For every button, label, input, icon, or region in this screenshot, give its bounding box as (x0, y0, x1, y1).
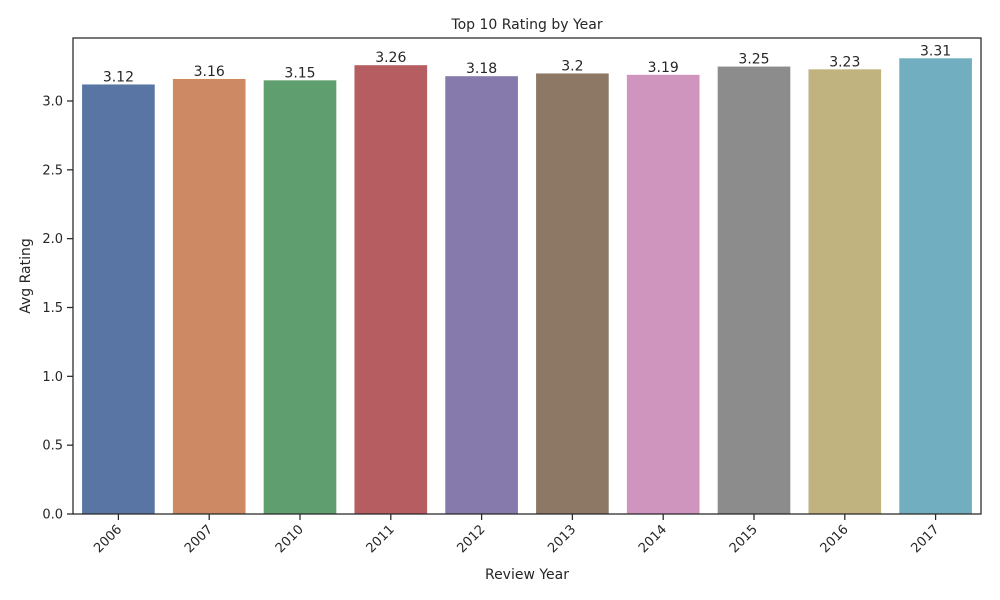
bar-value-label: 3.31 (920, 43, 951, 59)
bar-2011 (354, 65, 428, 515)
y-tick-label: 0.5 (42, 439, 63, 454)
bar-2017 (899, 58, 972, 514)
plot-frame (72, 37, 982, 515)
bar-2016 (808, 69, 882, 515)
bar-value-label: 3.18 (466, 61, 497, 77)
bar-value-label: 3.16 (194, 64, 225, 80)
bar-2010 (263, 80, 337, 515)
x-tick-label: 2011 (364, 522, 398, 556)
bar-value-label: 3.26 (375, 50, 406, 66)
bars-group (82, 58, 972, 515)
x-tick-label: 2017 (908, 522, 942, 556)
y-tick-label: 2.0 (42, 232, 63, 247)
x-tick-label: 2007 (182, 522, 216, 556)
bar-value-label: 3.12 (103, 69, 134, 85)
bar-value-label: 3.15 (284, 65, 315, 81)
bar-2015 (717, 66, 791, 514)
x-tick-label: 2013 (545, 522, 579, 556)
x-tick-label: 2012 (454, 522, 488, 556)
bar-value-label: 3.25 (738, 52, 769, 68)
bar-value-label: 3.19 (648, 60, 679, 76)
chart-title: Top 10 Rating by Year (450, 17, 602, 33)
bar-2006 (82, 84, 155, 515)
y-tick-label: 1.5 (42, 301, 63, 316)
bar-value-label: 3.2 (561, 58, 583, 74)
bar-2007 (172, 78, 246, 514)
y-tick-label: 1.0 (42, 370, 63, 385)
y-axis-label: Avg Rating (18, 238, 34, 314)
x-tick-label: 2014 (636, 522, 670, 556)
x-tick-label: 2006 (91, 522, 125, 556)
y-tick-label: 0.0 (42, 508, 63, 523)
bar-2012 (445, 76, 518, 514)
y-tick-label: 3.0 (42, 94, 63, 109)
bar-2014 (626, 74, 700, 515)
bar-2013 (536, 73, 609, 514)
x-axis-ticks: 2006 2007 2010 2011 2012 2013 2014 2015 2016 2017 (91, 514, 942, 556)
x-tick-label: 2010 (273, 522, 307, 556)
x-tick-label: 2016 (818, 522, 852, 556)
bar-value-labels: 3.12 3.16 3.15 3.26 3.18 3.2 3.19 3.25 3.23 3.31 (103, 43, 951, 85)
y-tick-label: 2.5 (42, 163, 63, 178)
y-axis-ticks: 0.0 0.5 1.0 1.5 2.0 2.5 3.0 (42, 94, 73, 523)
x-tick-label: 2015 (727, 522, 761, 556)
x-axis-label: Review Year (485, 567, 569, 583)
bar-value-label: 3.23 (829, 54, 860, 70)
